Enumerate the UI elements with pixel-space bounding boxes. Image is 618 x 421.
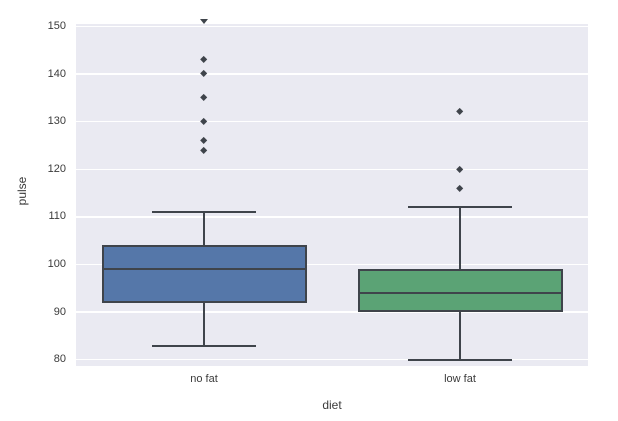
outlier-marker-no-fat-140	[200, 70, 208, 78]
lower-whisker-low-fat	[459, 312, 461, 360]
outlier-marker-no-fat-126	[200, 136, 208, 145]
outlier-marker-no-fat-124	[200, 146, 208, 155]
x-tick-label-low-fat: low fat	[444, 373, 476, 385]
outlier-marker-no-fat-135	[200, 94, 208, 102]
y-tick-label-80: 80	[53, 353, 66, 366]
plot-area	[76, 18, 588, 366]
y-tick-label-130: 130	[47, 115, 66, 128]
outlier-marker-no-fat-130	[200, 117, 208, 126]
upper-cap-low-fat	[408, 206, 512, 209]
median-line-low-fat	[357, 292, 563, 295]
gridline-110	[76, 216, 588, 218]
upper-whisker-low-fat	[459, 207, 461, 270]
gridline-100	[76, 263, 588, 266]
upper-cap-no-fat	[152, 211, 256, 214]
upper-whisker-no-fat	[203, 212, 205, 246]
gridline-120	[76, 168, 588, 170]
gridline-90	[76, 311, 588, 313]
outlier-marker-low-fat-132	[456, 108, 464, 116]
gridline-140	[76, 73, 588, 75]
y-axis-label: pulse	[15, 176, 29, 206]
y-tick-label-110: 110	[48, 210, 66, 223]
gridline-150	[76, 25, 588, 28]
y-tick-label-150: 150	[47, 19, 66, 32]
gridline-80	[76, 359, 588, 361]
lower-whisker-no-fat	[203, 302, 205, 346]
y-tick-label-140: 140	[47, 67, 66, 80]
y-tick-label-100: 100	[47, 258, 66, 271]
y-tick-label-120: 120	[47, 162, 66, 175]
outlier-marker-low-fat-120	[456, 165, 464, 174]
x-axis-label: diet	[322, 398, 342, 412]
clipped-outlier-marker-no-fat-150	[200, 18, 208, 24]
median-line-no-fat	[101, 268, 307, 271]
gridline-130	[76, 120, 588, 123]
box-low-fat	[357, 269, 563, 313]
lower-cap-low-fat	[408, 358, 512, 361]
y-tick-label-90: 90	[53, 305, 66, 318]
lower-cap-no-fat	[152, 344, 256, 347]
outlier-marker-low-fat-116	[456, 184, 464, 193]
x-tick-label-no-fat: no fat	[190, 373, 218, 385]
outlier-marker-no-fat-143	[200, 55, 208, 64]
box-no-fat	[101, 245, 307, 303]
